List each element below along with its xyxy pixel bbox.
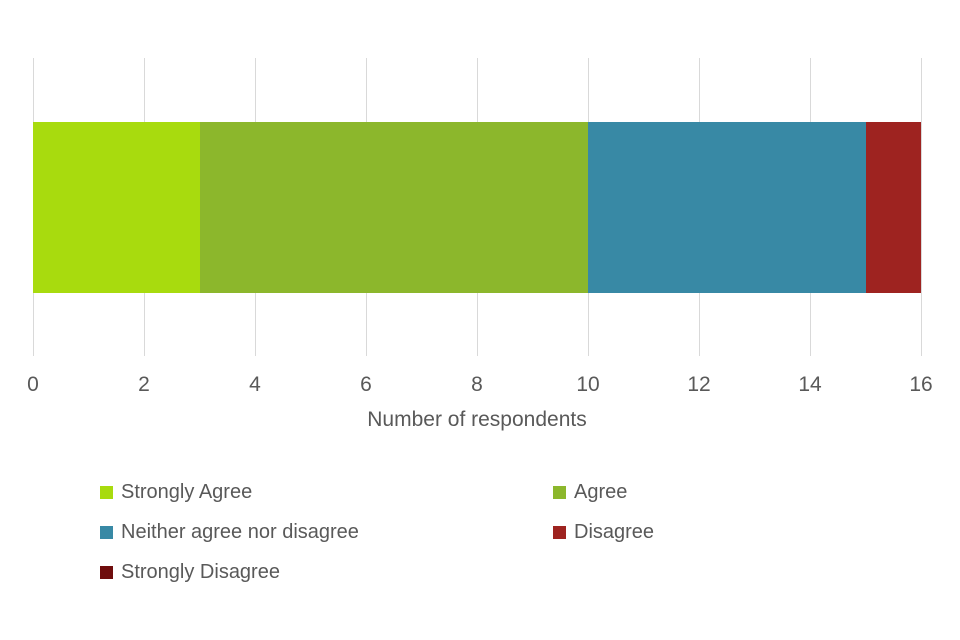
x-tick-label-6: 6	[360, 373, 372, 396]
bar-segment-agree	[199, 122, 588, 293]
legend-item-agree: Agree	[553, 481, 627, 503]
legend-swatch-strongly-disagree	[100, 565, 113, 579]
legend-item-disagree: Disagree	[553, 521, 654, 543]
legend-label-agree: Agree	[574, 480, 628, 503]
x-tick-label-16: 16	[909, 373, 933, 396]
legend-item-strongly-agree: Strongly Agree	[100, 481, 252, 503]
x-tick-label-12: 12	[687, 373, 711, 396]
stacked-bar	[33, 122, 921, 293]
legend-swatch-agree	[553, 485, 566, 499]
x-tick-label-2: 2	[138, 373, 150, 396]
x-tick-label-4: 4	[249, 373, 261, 396]
bar-segment-neither-agree-nor-disagree	[588, 122, 866, 293]
legend-item-neither-agree-nor-disagree: Neither agree nor disagree	[100, 521, 359, 543]
legend-swatch-disagree	[553, 525, 566, 539]
x-tick-label-8: 8	[471, 373, 483, 396]
legend-label-strongly-agree: Strongly Agree	[121, 480, 253, 503]
legend-label-neither-agree-nor-disagree: Neither agree nor disagree	[121, 520, 359, 543]
bar-segment-strongly-agree	[33, 122, 200, 293]
x-tick-label-10: 10	[576, 373, 600, 396]
x-tick-label-14: 14	[798, 373, 822, 396]
plot-area	[33, 58, 922, 356]
legend-item-strongly-disagree: Strongly Disagree	[100, 561, 280, 583]
legend-swatch-strongly-agree	[100, 485, 113, 499]
legend-label-disagree: Disagree	[574, 520, 655, 543]
gridline-16	[921, 58, 922, 356]
x-tick-label-0: 0	[27, 373, 39, 396]
x-axis-ticks: 0 2 4 6 8 10 12 14 16	[27, 373, 933, 399]
x-axis-title: Number of respondents	[367, 408, 587, 431]
legend-swatch-neither-agree-nor-disagree	[100, 525, 113, 539]
bar-segment-disagree	[865, 122, 921, 293]
legend-label-strongly-disagree: Strongly Disagree	[121, 560, 280, 583]
